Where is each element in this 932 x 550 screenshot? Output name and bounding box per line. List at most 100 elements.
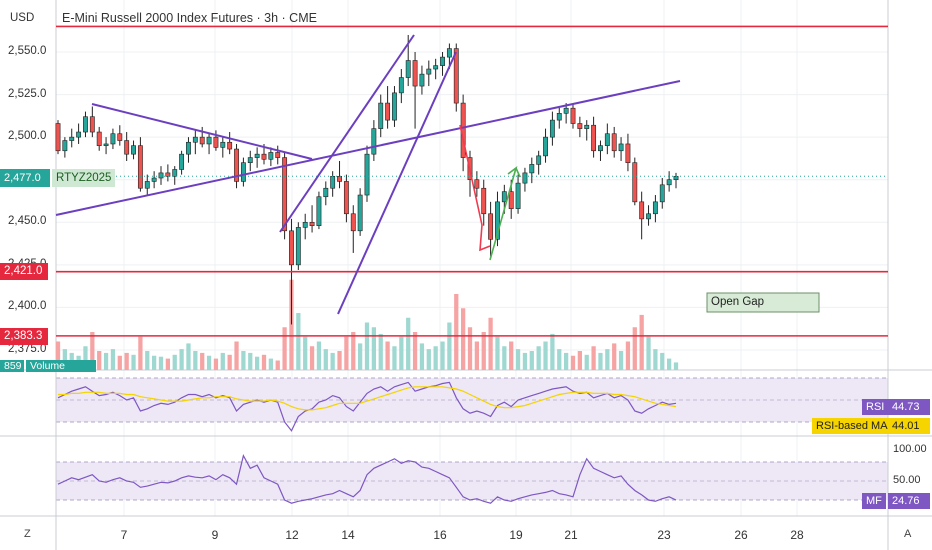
volume-bar	[337, 351, 342, 370]
volume-series	[55, 279, 679, 370]
candle-body	[453, 48, 459, 104]
auto-scale-button[interactable]: A	[904, 528, 912, 540]
level-label-2421: 2,421.0	[0, 263, 48, 280]
volume-bar	[550, 333, 555, 370]
candle-body	[268, 152, 274, 160]
candle-body	[426, 68, 432, 75]
volume-bar	[529, 351, 534, 370]
mf-tick-100: 100.00	[893, 443, 927, 455]
volume-bar	[330, 352, 335, 370]
date-tick-label: 12	[285, 528, 299, 542]
volume-bar	[200, 352, 205, 370]
rsi-ma-label: RSI-based MA	[812, 418, 892, 434]
open-gap-box[interactable]	[706, 292, 820, 313]
volume-bar	[426, 349, 431, 370]
rsi-line	[57, 381, 677, 432]
volume-bar	[447, 322, 452, 370]
volume-bar	[248, 352, 253, 370]
volume-bar	[488, 317, 493, 370]
volume-bar	[461, 308, 466, 370]
volume-bar	[570, 355, 576, 370]
candle-body	[398, 77, 404, 94]
channel-line-upper[interactable]	[279, 34, 415, 233]
currency-label[interactable]: USD	[10, 12, 35, 24]
candle-body	[220, 141, 226, 148]
volume-bar	[392, 346, 397, 370]
candle-body	[69, 136, 75, 141]
volume-bar	[282, 327, 287, 370]
candle-body	[131, 145, 136, 155]
volume-bar	[90, 332, 95, 370]
mf-tick-50: 50.00	[893, 474, 921, 486]
date-tick-label: 7	[120, 528, 128, 542]
candle-body	[625, 143, 631, 163]
candle-body	[563, 107, 569, 114]
volume-bar	[646, 336, 651, 370]
volume-bar	[481, 332, 486, 370]
volume-bar	[543, 341, 548, 370]
candle-body	[124, 140, 130, 155]
candle-body	[282, 157, 288, 232]
volume-bar	[653, 349, 658, 370]
symbol-tag: RTYZ2025	[52, 169, 116, 187]
zoom-button[interactable]: Z	[24, 528, 31, 540]
candle-body	[289, 230, 294, 266]
volume-bar	[667, 358, 672, 370]
volume-bar	[419, 343, 425, 370]
volume-bar	[412, 332, 418, 370]
ascending-trendline[interactable]	[55, 80, 681, 216]
volume-bar	[227, 354, 232, 370]
volume-bar	[358, 343, 363, 370]
up-arrow-drawing[interactable]	[489, 165, 521, 261]
candle-body	[604, 133, 610, 146]
candle-body	[446, 48, 452, 58]
volume-bar	[103, 352, 109, 370]
candle-body	[240, 162, 246, 182]
candle-body	[357, 194, 363, 232]
volume-bar	[179, 349, 184, 370]
volume-bar	[577, 351, 582, 370]
candle-body	[611, 133, 617, 152]
candle-body	[62, 140, 68, 152]
down-arrow-drawing[interactable]	[459, 124, 491, 252]
volume-bar	[612, 343, 617, 370]
volume-bar	[234, 341, 239, 370]
candle-body	[186, 141, 191, 155]
volume-bar	[660, 352, 665, 370]
volume-bar	[467, 327, 473, 370]
candle-body	[529, 164, 535, 174]
drawings[interactable]	[55, 34, 681, 315]
candle-body	[83, 116, 88, 133]
volume-bar	[639, 314, 644, 370]
volume-bar	[158, 356, 164, 370]
candle-body	[632, 162, 638, 203]
volume-bar	[296, 313, 301, 370]
rsi-ma-line	[58, 386, 677, 411]
candle-body	[646, 213, 651, 220]
candle-body	[536, 155, 542, 165]
volume-bar	[474, 341, 479, 370]
candle-body	[474, 179, 480, 189]
candle-series	[55, 34, 679, 325]
candle-body	[343, 181, 349, 215]
channel-line-lower[interactable]	[337, 51, 457, 315]
mf-label: MF	[862, 493, 886, 509]
candle-body	[556, 113, 562, 121]
volume-bar	[440, 341, 445, 370]
candle-body	[371, 128, 377, 155]
price-tick-label: 2,450.0	[8, 215, 47, 228]
volume-bar	[433, 346, 438, 370]
volume-bar	[303, 336, 308, 370]
volume-bar	[598, 352, 603, 370]
candle-body	[247, 157, 253, 163]
volume-bar	[515, 349, 521, 370]
volume-bar	[605, 349, 610, 370]
candle-body	[591, 124, 597, 152]
date-tick-label: 9	[211, 528, 219, 542]
candle-body	[350, 213, 356, 232]
candle-body	[385, 102, 391, 121]
descending-trendline[interactable]	[91, 103, 313, 160]
candle-body	[666, 179, 672, 186]
candle-body	[137, 145, 143, 189]
